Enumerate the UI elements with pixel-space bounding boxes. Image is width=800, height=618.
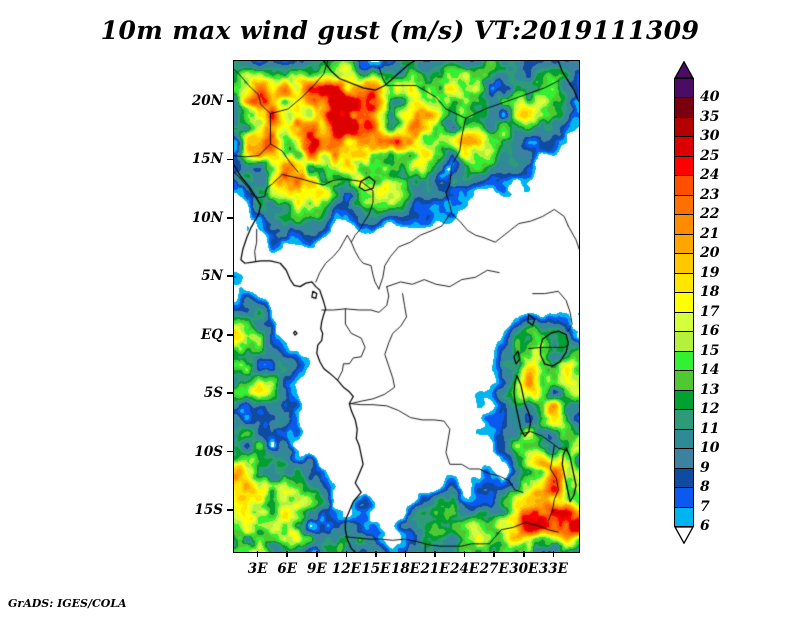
colorbar-tick-label: 14 xyxy=(700,362,720,379)
grads-credit: GrADS: IGES/COLA xyxy=(8,597,127,610)
x-axis-label: 27E xyxy=(479,561,509,577)
map-panel[interactable] xyxy=(233,60,580,553)
colorbar-tick-label: 7 xyxy=(700,498,710,515)
colorbar-swatch xyxy=(674,136,694,158)
y-axis-label: 10N xyxy=(191,209,223,226)
colorbar-swatch xyxy=(674,272,694,294)
colorbar-tick-label: 40 xyxy=(700,89,720,106)
colorbar-tick-label: 23 xyxy=(700,186,720,203)
y-axis-tick xyxy=(227,100,233,102)
y-axis-label: 5S xyxy=(203,385,223,402)
page-title: 10m max wind gust (m/s) VT:2019111309 xyxy=(100,16,700,45)
colorbar-tick-label: 19 xyxy=(700,264,720,281)
colorbar[interactable]: 40 35 30 25 24 23 22 21 20 19 18 17 16 15 14 13 12 11 10 9 8… xyxy=(673,60,719,545)
y-axis-tick xyxy=(227,275,233,278)
y-axis-label: 5N xyxy=(201,268,223,285)
colorbar-swatch xyxy=(674,175,694,197)
colorbar-tick-label: 25 xyxy=(700,147,720,164)
colorbar-swatch xyxy=(674,370,694,391)
x-axis-label: 24E xyxy=(450,561,480,577)
x-axis-tick xyxy=(463,551,466,557)
x-axis-tick xyxy=(404,551,407,557)
x-axis-label: 30E xyxy=(509,561,539,577)
colorbar-tick-label: 30 xyxy=(700,128,720,145)
colorbar-swatch xyxy=(674,487,694,508)
x-axis-tick xyxy=(434,551,436,557)
x-axis-label: 21E xyxy=(420,561,450,577)
colorbar-swatch xyxy=(674,116,694,138)
colorbar-below-min-arrow xyxy=(673,526,695,545)
colorbar-swatch xyxy=(674,155,694,177)
colorbar-tick-label: 24 xyxy=(700,167,720,184)
colorbar-tick-label: 9 xyxy=(700,459,710,476)
colorbar-tick-label: 6 xyxy=(700,518,710,534)
colorbar-swatch xyxy=(674,467,694,489)
x-axis-label: 33E xyxy=(538,561,568,577)
x-axis-tick xyxy=(375,551,377,557)
y-axis-label: EQ xyxy=(200,326,223,343)
x-axis-label: 12E xyxy=(331,561,361,577)
colorbar-swatch xyxy=(674,331,694,352)
colorbar-tick-label: 10 xyxy=(700,440,720,457)
colorbar-swatch xyxy=(674,428,694,450)
x-axis-label: 15E xyxy=(361,561,391,577)
colorbar-tick-label: 18 xyxy=(700,284,720,301)
x-axis-tick xyxy=(315,551,318,557)
colorbar-swatch xyxy=(674,311,694,333)
colorbar-swatch xyxy=(674,506,694,528)
y-axis-tick xyxy=(227,217,233,219)
y-axis-tick xyxy=(227,333,233,336)
x-axis-tick xyxy=(345,551,348,557)
x-axis-label: 6E xyxy=(277,561,298,577)
colorbar-swatch xyxy=(674,194,694,216)
colorbar-tick-label: 8 xyxy=(700,479,710,496)
x-axis-label: 18E xyxy=(390,561,421,577)
colorbar-swatch xyxy=(674,389,694,411)
colorbar-above-max-arrow xyxy=(673,60,695,79)
x-axis-tick xyxy=(256,551,259,557)
colorbar-swatch xyxy=(674,97,694,119)
colorbar-swatch xyxy=(674,214,694,236)
colorbar-swatch xyxy=(674,78,694,99)
x-axis-tick xyxy=(493,551,495,557)
colorbar-tick-label: 21 xyxy=(700,225,720,242)
wind-gust-field xyxy=(234,61,579,552)
colorbar-swatch xyxy=(674,350,694,372)
y-axis-tick xyxy=(227,392,233,394)
x-axis-tick xyxy=(286,551,288,557)
colorbar-tick-label: 17 xyxy=(700,303,720,320)
colorbar-tick-label: 11 xyxy=(700,420,720,437)
x-axis-label: 3E xyxy=(247,561,268,577)
colorbar-swatch xyxy=(674,409,694,430)
colorbar-tick-label: 13 xyxy=(700,381,720,398)
x-axis-tick xyxy=(552,551,555,557)
x-axis-label: 9E xyxy=(306,561,327,577)
colorbar-tick-label: 20 xyxy=(700,245,720,262)
y-axis-label: 15N xyxy=(191,151,223,168)
y-axis-label: 15S xyxy=(194,502,223,519)
colorbar-swatch xyxy=(674,253,694,275)
y-axis-label: 10S xyxy=(194,443,223,460)
colorbar-tick-label: 16 xyxy=(700,323,720,340)
x-axis-tick xyxy=(522,551,525,557)
y-axis-tick xyxy=(227,450,233,453)
y-axis-label: 20N xyxy=(191,92,223,109)
colorbar-swatch xyxy=(674,233,694,255)
colorbar-tick-label: 22 xyxy=(700,206,720,223)
colorbar-tick-label: 12 xyxy=(700,401,720,418)
colorbar-tick-label: 15 xyxy=(700,342,720,359)
y-axis-tick xyxy=(227,509,233,511)
colorbar-tick-label: 35 xyxy=(700,108,720,125)
colorbar-swatch xyxy=(674,448,694,469)
colorbar-swatch xyxy=(674,292,694,314)
y-axis-tick xyxy=(227,158,233,161)
